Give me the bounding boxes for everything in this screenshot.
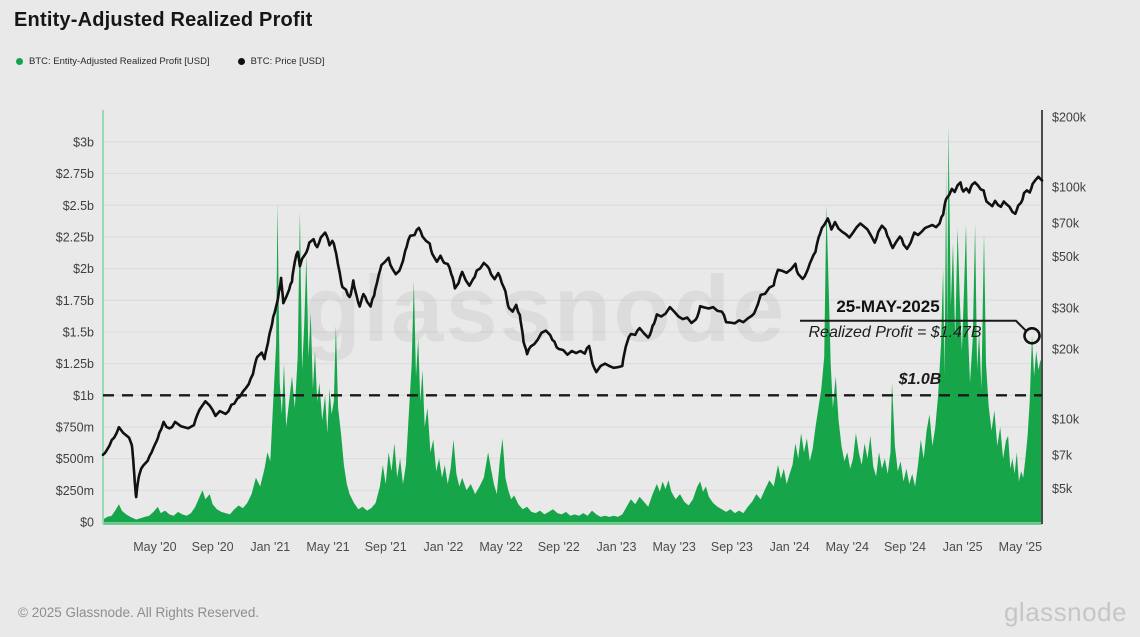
x-axis-tick-label: Jan '23 bbox=[597, 540, 637, 554]
x-axis-tick-label: May '21 bbox=[306, 540, 349, 554]
right-axis-tick-label: $7k bbox=[1052, 448, 1073, 462]
right-axis-tick-label: $10k bbox=[1052, 412, 1080, 426]
price-line-series bbox=[101, 175, 1044, 499]
right-axis-tick-label: $200k bbox=[1052, 111, 1087, 125]
right-axis-tick-label: $30k bbox=[1052, 302, 1080, 316]
left-axis-tick-label: $2.75b bbox=[56, 167, 94, 181]
x-axis-tick-label: May '23 bbox=[652, 540, 695, 554]
left-axis-tick-label: $1.25b bbox=[56, 357, 94, 371]
annotation-point-marker bbox=[1023, 326, 1041, 345]
x-axis-tick-label: May '24 bbox=[826, 540, 869, 554]
x-axis-tick-label: Jan '25 bbox=[943, 540, 983, 554]
left-axis-tick-label: $3b bbox=[73, 135, 94, 149]
x-axis-tick-label: Sep '20 bbox=[192, 540, 234, 554]
left-axis-tick-label: $1.5b bbox=[63, 325, 94, 339]
left-axis-tick-label: $2b bbox=[73, 262, 94, 276]
legend-item-realized-profit[interactable]: BTC: Entity-Adjusted Realized Profit [US… bbox=[16, 56, 210, 67]
x-axis-tick-label: Sep '23 bbox=[711, 540, 753, 554]
right-axis-tick-label: $50k bbox=[1052, 250, 1080, 264]
x-axis-tick-label: May '22 bbox=[479, 540, 522, 554]
x-axis-tick-label: Jan '22 bbox=[423, 540, 463, 554]
left-axis-tick-label: $500m bbox=[56, 452, 94, 466]
annotation-value-label: Realized Profit = $1.47B bbox=[808, 324, 982, 341]
left-axis-tick-label: $2.25b bbox=[56, 230, 94, 244]
green-dot-icon bbox=[16, 58, 23, 65]
left-axis-tick-label: $1b bbox=[73, 389, 94, 403]
left-axis-tick-label: $2.5b bbox=[63, 199, 94, 213]
right-axis-tick-label: $70k bbox=[1052, 216, 1080, 230]
x-axis-tick-label: Sep '22 bbox=[538, 540, 580, 554]
legend-label-realized-profit: BTC: Entity-Adjusted Realized Profit [US… bbox=[29, 56, 210, 67]
legend-item-price[interactable]: BTC: Price [USD] bbox=[237, 56, 325, 67]
x-axis-tick-label: Jan '24 bbox=[770, 540, 810, 554]
x-axis-tick-label: Sep '21 bbox=[365, 540, 407, 554]
legend-label-price: BTC: Price [USD] bbox=[250, 56, 325, 67]
x-axis-tick-label: May '20 bbox=[133, 540, 176, 554]
annotation-date: 25-MAY-2025 bbox=[836, 297, 940, 316]
chart-legend: BTC: Entity-Adjusted Realized Profit [US… bbox=[16, 56, 352, 67]
left-axis-tick-label: $1.75b bbox=[56, 294, 94, 308]
left-axis-tick-label: $750m bbox=[56, 420, 94, 434]
right-axis-tick-label: $20k bbox=[1052, 343, 1080, 357]
x-axis-tick-label: Sep '24 bbox=[884, 540, 926, 554]
profit-area-series bbox=[103, 125, 1042, 523]
copyright-text: © 2025 Glassnode. All Rights Reserved. bbox=[18, 605, 260, 620]
left-axis-tick-label: $250m bbox=[56, 484, 94, 498]
annotation-callout-line bbox=[800, 319, 1027, 332]
glassnode-logo: glassnode bbox=[1003, 597, 1127, 627]
x-axis-tick-label: Jan '21 bbox=[250, 540, 290, 554]
x-axis-tick-label: May '25 bbox=[999, 540, 1042, 554]
black-dot-icon bbox=[237, 58, 245, 65]
right-axis-tick-label: $5k bbox=[1052, 482, 1073, 496]
right-axis-tick-label: $100k bbox=[1052, 180, 1087, 194]
left-axis-tick-label: $0 bbox=[80, 516, 94, 530]
page-title: Entity-Adjusted Realized Profit bbox=[14, 9, 313, 31]
threshold-label: $1.0B bbox=[898, 371, 942, 388]
